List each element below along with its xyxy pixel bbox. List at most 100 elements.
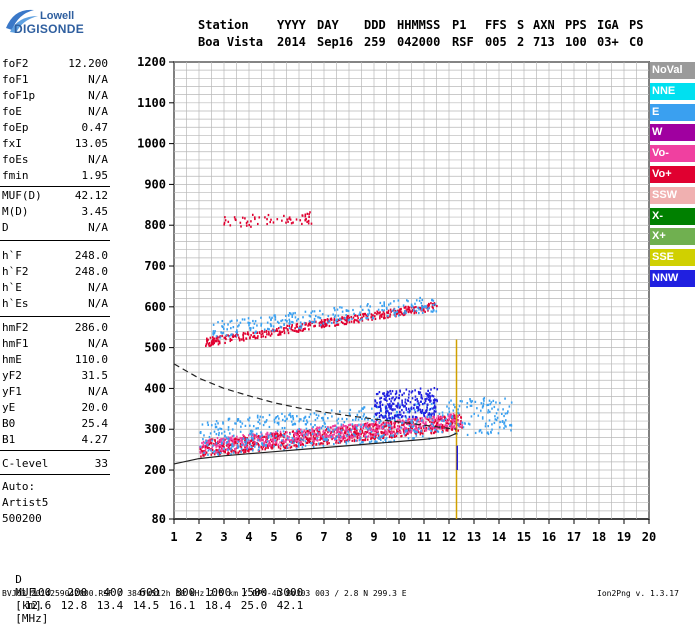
data-point [362, 423, 364, 426]
data-point [483, 396, 486, 400]
data-point [263, 441, 266, 444]
data-point [393, 399, 396, 402]
data-point [353, 438, 356, 441]
data-point [214, 443, 216, 446]
param-row: foEp 0.47 [2, 121, 108, 136]
data-point [399, 420, 402, 423]
data-point [385, 437, 388, 440]
param-value: 13.05 [74, 137, 108, 150]
data-point [328, 442, 330, 445]
data-point [366, 315, 369, 318]
data-point [274, 439, 277, 442]
data-point [351, 435, 354, 439]
data-point [357, 418, 360, 421]
data-point [244, 424, 247, 427]
data-point [451, 422, 454, 425]
data-point [447, 413, 449, 416]
data-point [289, 414, 292, 418]
data-point [349, 423, 352, 426]
data-point [214, 426, 217, 429]
data-point [311, 427, 313, 430]
data-point [503, 427, 505, 430]
data-point [250, 445, 253, 449]
data-point [457, 429, 460, 432]
data-point [256, 336, 259, 340]
data-point [282, 430, 285, 433]
data-point [367, 303, 369, 306]
data-point [317, 442, 320, 445]
data-point [409, 424, 412, 428]
x-tick-label: 2 [195, 530, 202, 544]
data-point [412, 437, 414, 440]
data-point [304, 213, 307, 216]
data-point [327, 314, 330, 318]
data-point [299, 325, 301, 328]
data-point [207, 343, 210, 346]
data-point [404, 310, 406, 313]
data-point [344, 319, 347, 322]
data-point [250, 437, 253, 440]
data-point [389, 389, 391, 393]
data-point [429, 400, 431, 403]
data-point [238, 440, 241, 443]
data-point [298, 442, 301, 445]
data-point [342, 433, 345, 436]
header-value-hhmmss: 042000 [397, 35, 441, 49]
data-point [441, 427, 444, 430]
data-point [267, 213, 270, 217]
data-point [338, 435, 340, 438]
data-point [430, 422, 433, 426]
data-point [395, 410, 398, 414]
data-point [298, 420, 300, 423]
data-point [225, 448, 228, 451]
data-point [331, 321, 333, 325]
distance-label: D [15, 573, 22, 586]
data-point [207, 423, 210, 427]
data-point [285, 446, 287, 449]
data-point [371, 407, 373, 410]
data-point [431, 419, 434, 422]
header-label-year: YYYY [277, 18, 306, 32]
data-point [347, 440, 350, 443]
data-point [218, 441, 220, 444]
data-point [220, 427, 223, 431]
data-point [242, 434, 244, 437]
data-point [240, 440, 243, 443]
data-point [402, 411, 405, 414]
data-point [374, 404, 376, 408]
data-point [433, 431, 436, 434]
data-point [227, 445, 229, 448]
data-point [412, 429, 415, 432]
data-point [281, 412, 283, 415]
data-point [295, 430, 298, 433]
data-point [351, 424, 354, 427]
data-point [397, 305, 400, 309]
profile-curve-dashed [173, 363, 457, 430]
data-point [206, 421, 209, 424]
x-tick-label: 5 [270, 530, 277, 544]
data-point [244, 448, 246, 452]
data-point [362, 415, 365, 418]
data-point [389, 315, 391, 318]
x-tick-label: 6 [295, 530, 302, 544]
data-point [361, 439, 364, 442]
data-point [414, 398, 417, 401]
y-tick-label: 500 [144, 341, 166, 355]
data-point [308, 215, 310, 219]
data-point [214, 330, 216, 333]
data-point [395, 431, 398, 434]
data-point [324, 433, 327, 436]
data-point [290, 415, 292, 419]
data-point [411, 425, 414, 428]
data-point [376, 417, 379, 420]
data-point [207, 453, 209, 456]
data-point [253, 322, 256, 325]
data-point [391, 402, 394, 405]
data-point [204, 441, 206, 445]
muf-value: 25.0 [240, 599, 268, 612]
x-tick-label: 16 [542, 530, 556, 544]
data-point [283, 331, 286, 335]
data-point [217, 440, 220, 443]
data-point [254, 330, 257, 333]
data-point [253, 216, 256, 219]
